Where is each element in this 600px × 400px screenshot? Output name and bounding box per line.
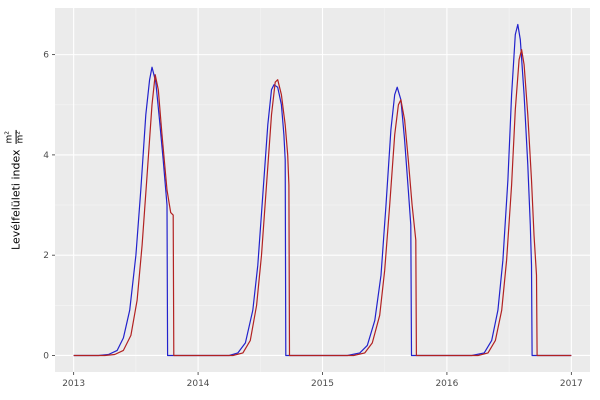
red-series-line xyxy=(73,48,572,357)
y-axis-title: Levélfelületi index m² m² xyxy=(5,130,27,250)
y-tick-label: 0 xyxy=(43,351,49,361)
y-tick-label: 4 xyxy=(43,151,49,161)
y-tick-label: 6 xyxy=(43,51,49,61)
x-tick-label: 2017 xyxy=(560,379,583,389)
y-axis-unit-denominator: m² xyxy=(15,131,26,144)
x-tick-label: 2014 xyxy=(187,379,210,389)
x-tick-label: 2016 xyxy=(435,379,458,389)
y-axis-unit-fraction: m² m² xyxy=(5,130,27,145)
y-axis-title-text: Levélfelületi index xyxy=(9,149,23,250)
x-tick-label: 2015 xyxy=(311,379,334,389)
x-tick-label: 2013 xyxy=(62,379,85,389)
y-tick-label: 2 xyxy=(43,251,49,261)
